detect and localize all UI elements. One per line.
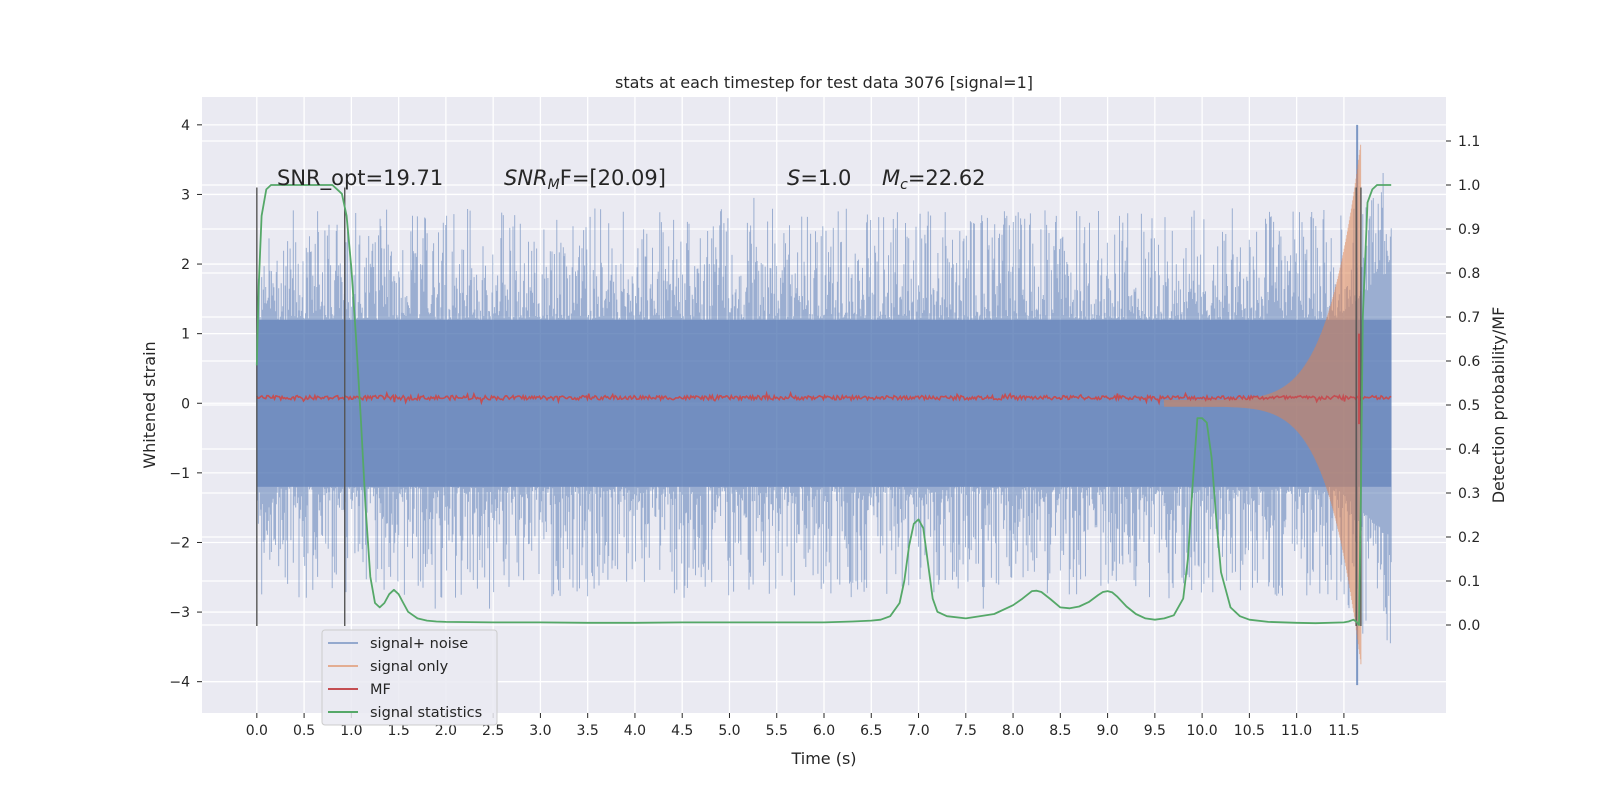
x-tick-label: 5.0 bbox=[718, 723, 740, 739]
x-tick-label: 5.5 bbox=[766, 723, 788, 739]
x-tick-label: 0.5 bbox=[293, 723, 315, 739]
legend-label-signal-statistics: signal statistics bbox=[370, 705, 482, 721]
x-tick-label: 3.5 bbox=[577, 723, 599, 739]
x-tick-label: 3.0 bbox=[529, 723, 551, 739]
mf-line bbox=[256, 390, 1392, 406]
y-tick-label: −4 bbox=[169, 675, 190, 691]
y-right-tick-label: 1.1 bbox=[1458, 134, 1480, 150]
annotation-s-prefix: S bbox=[787, 166, 800, 190]
y-right-tick-label: 0.9 bbox=[1458, 222, 1480, 238]
x-tick-label: 2.5 bbox=[482, 723, 504, 739]
legend-label-signal-noise: signal+ noise bbox=[370, 636, 468, 652]
x-axis-ticks: 0.0 0.5 1.0 1.5 2.0 2.5 3.0 3.5 4.0 4.5 5.0 5.5 6.0 6… bbox=[246, 713, 1359, 739]
x-tick-label: 4.5 bbox=[671, 723, 693, 739]
x-tick-label: 9.5 bbox=[1144, 723, 1166, 739]
y-right-tick-label: 0.5 bbox=[1458, 398, 1480, 414]
legend-label-mf: MF bbox=[370, 682, 391, 698]
x-tick-label: 10.0 bbox=[1187, 723, 1218, 739]
y-tick-label: 4 bbox=[181, 118, 190, 134]
y-axis-label: Whitened strain bbox=[140, 341, 159, 468]
x-tick-label: 2.0 bbox=[435, 723, 457, 739]
y-right-axis-label: Detection probability/MF bbox=[1489, 307, 1508, 504]
y-right-tick-label: 0.2 bbox=[1458, 530, 1480, 546]
x-tick-label: 8.5 bbox=[1049, 723, 1071, 739]
x-tick-label: 10.5 bbox=[1234, 723, 1265, 739]
legend-box bbox=[321, 629, 498, 726]
x-tick-label: 0.0 bbox=[246, 723, 268, 739]
annotation-snr-mf-sub: M bbox=[548, 177, 560, 193]
annotation-s-suffix: =1.0 bbox=[800, 166, 851, 190]
y-right-tick-label: 0.0 bbox=[1458, 618, 1480, 634]
mf-series bbox=[256, 333, 1392, 425]
x-tick-label: 7.0 bbox=[907, 723, 929, 739]
y-tick-label: −2 bbox=[169, 535, 190, 551]
y-right-tick-label: 0.8 bbox=[1458, 266, 1480, 282]
y-right-tick-label: 0.3 bbox=[1458, 486, 1480, 502]
x-tick-label: 7.5 bbox=[955, 723, 977, 739]
annotation-snr-opt: SNR_opt=19.71 bbox=[277, 166, 443, 191]
x-tick-label: 8.0 bbox=[1002, 723, 1024, 739]
legend: signal+ noise signal only MF signal stat… bbox=[321, 629, 498, 726]
y-tick-label: −1 bbox=[169, 466, 190, 482]
y-right-tick-label: 1.0 bbox=[1458, 178, 1480, 194]
x-tick-label: 1.5 bbox=[387, 723, 409, 739]
y-tick-label: 1 bbox=[181, 327, 190, 343]
annotation-snr-mf: SNRMF=[20.09] bbox=[504, 166, 666, 193]
x-tick-label: 11.0 bbox=[1281, 723, 1312, 739]
y-tick-label: 0 bbox=[181, 396, 190, 412]
x-tick-label: 1.0 bbox=[340, 723, 362, 739]
x-axis-label: Time (s) bbox=[790, 749, 856, 768]
y-tick-label: 2 bbox=[181, 257, 190, 273]
annotation-mc: Mc=22.62 bbox=[882, 166, 986, 193]
chart-title: stats at each timestep for test data 307… bbox=[615, 73, 1033, 92]
x-tick-label: 6.5 bbox=[860, 723, 882, 739]
y-tick-label: 3 bbox=[181, 187, 190, 203]
signal-only-series bbox=[1163, 144, 1362, 665]
signal-only-line bbox=[1163, 144, 1362, 665]
y-right-tick-label: 0.4 bbox=[1458, 442, 1480, 458]
x-tick-label: 4.0 bbox=[624, 723, 646, 739]
annotation-s: S=1.0 bbox=[787, 166, 851, 190]
y-right-axis-ticks: 1.1 1.0 0.9 0.8 0.7 0.6 0.5 0.4 0.3 0.2 0.1 0.0 bbox=[1446, 134, 1480, 634]
y-axis-ticks: 4 3 2 1 0 −1 −2 −3 −4 bbox=[169, 118, 202, 691]
annotation-mc-prefix: M bbox=[882, 166, 900, 190]
annotation-snr-mf-suffix: F=[20.09] bbox=[560, 166, 666, 190]
y-right-tick-label: 0.6 bbox=[1458, 354, 1480, 370]
annotation-mc-sub: c bbox=[900, 177, 908, 193]
x-tick-label: 6.0 bbox=[813, 723, 835, 739]
x-tick-label: 9.0 bbox=[1096, 723, 1118, 739]
legend-label-signal-only: signal only bbox=[370, 659, 449, 675]
x-tick-label: 11.5 bbox=[1328, 723, 1359, 739]
y-right-tick-label: 0.1 bbox=[1458, 574, 1480, 590]
y-right-tick-label: 0.7 bbox=[1458, 310, 1480, 326]
annotation-mc-suffix: =22.62 bbox=[908, 166, 986, 190]
signal-statistics-line bbox=[255, 184, 1392, 626]
annotation-snr-mf-prefix: SNR bbox=[504, 166, 548, 190]
y-tick-label: −3 bbox=[169, 605, 190, 621]
signal-statistics-series bbox=[255, 184, 1392, 626]
